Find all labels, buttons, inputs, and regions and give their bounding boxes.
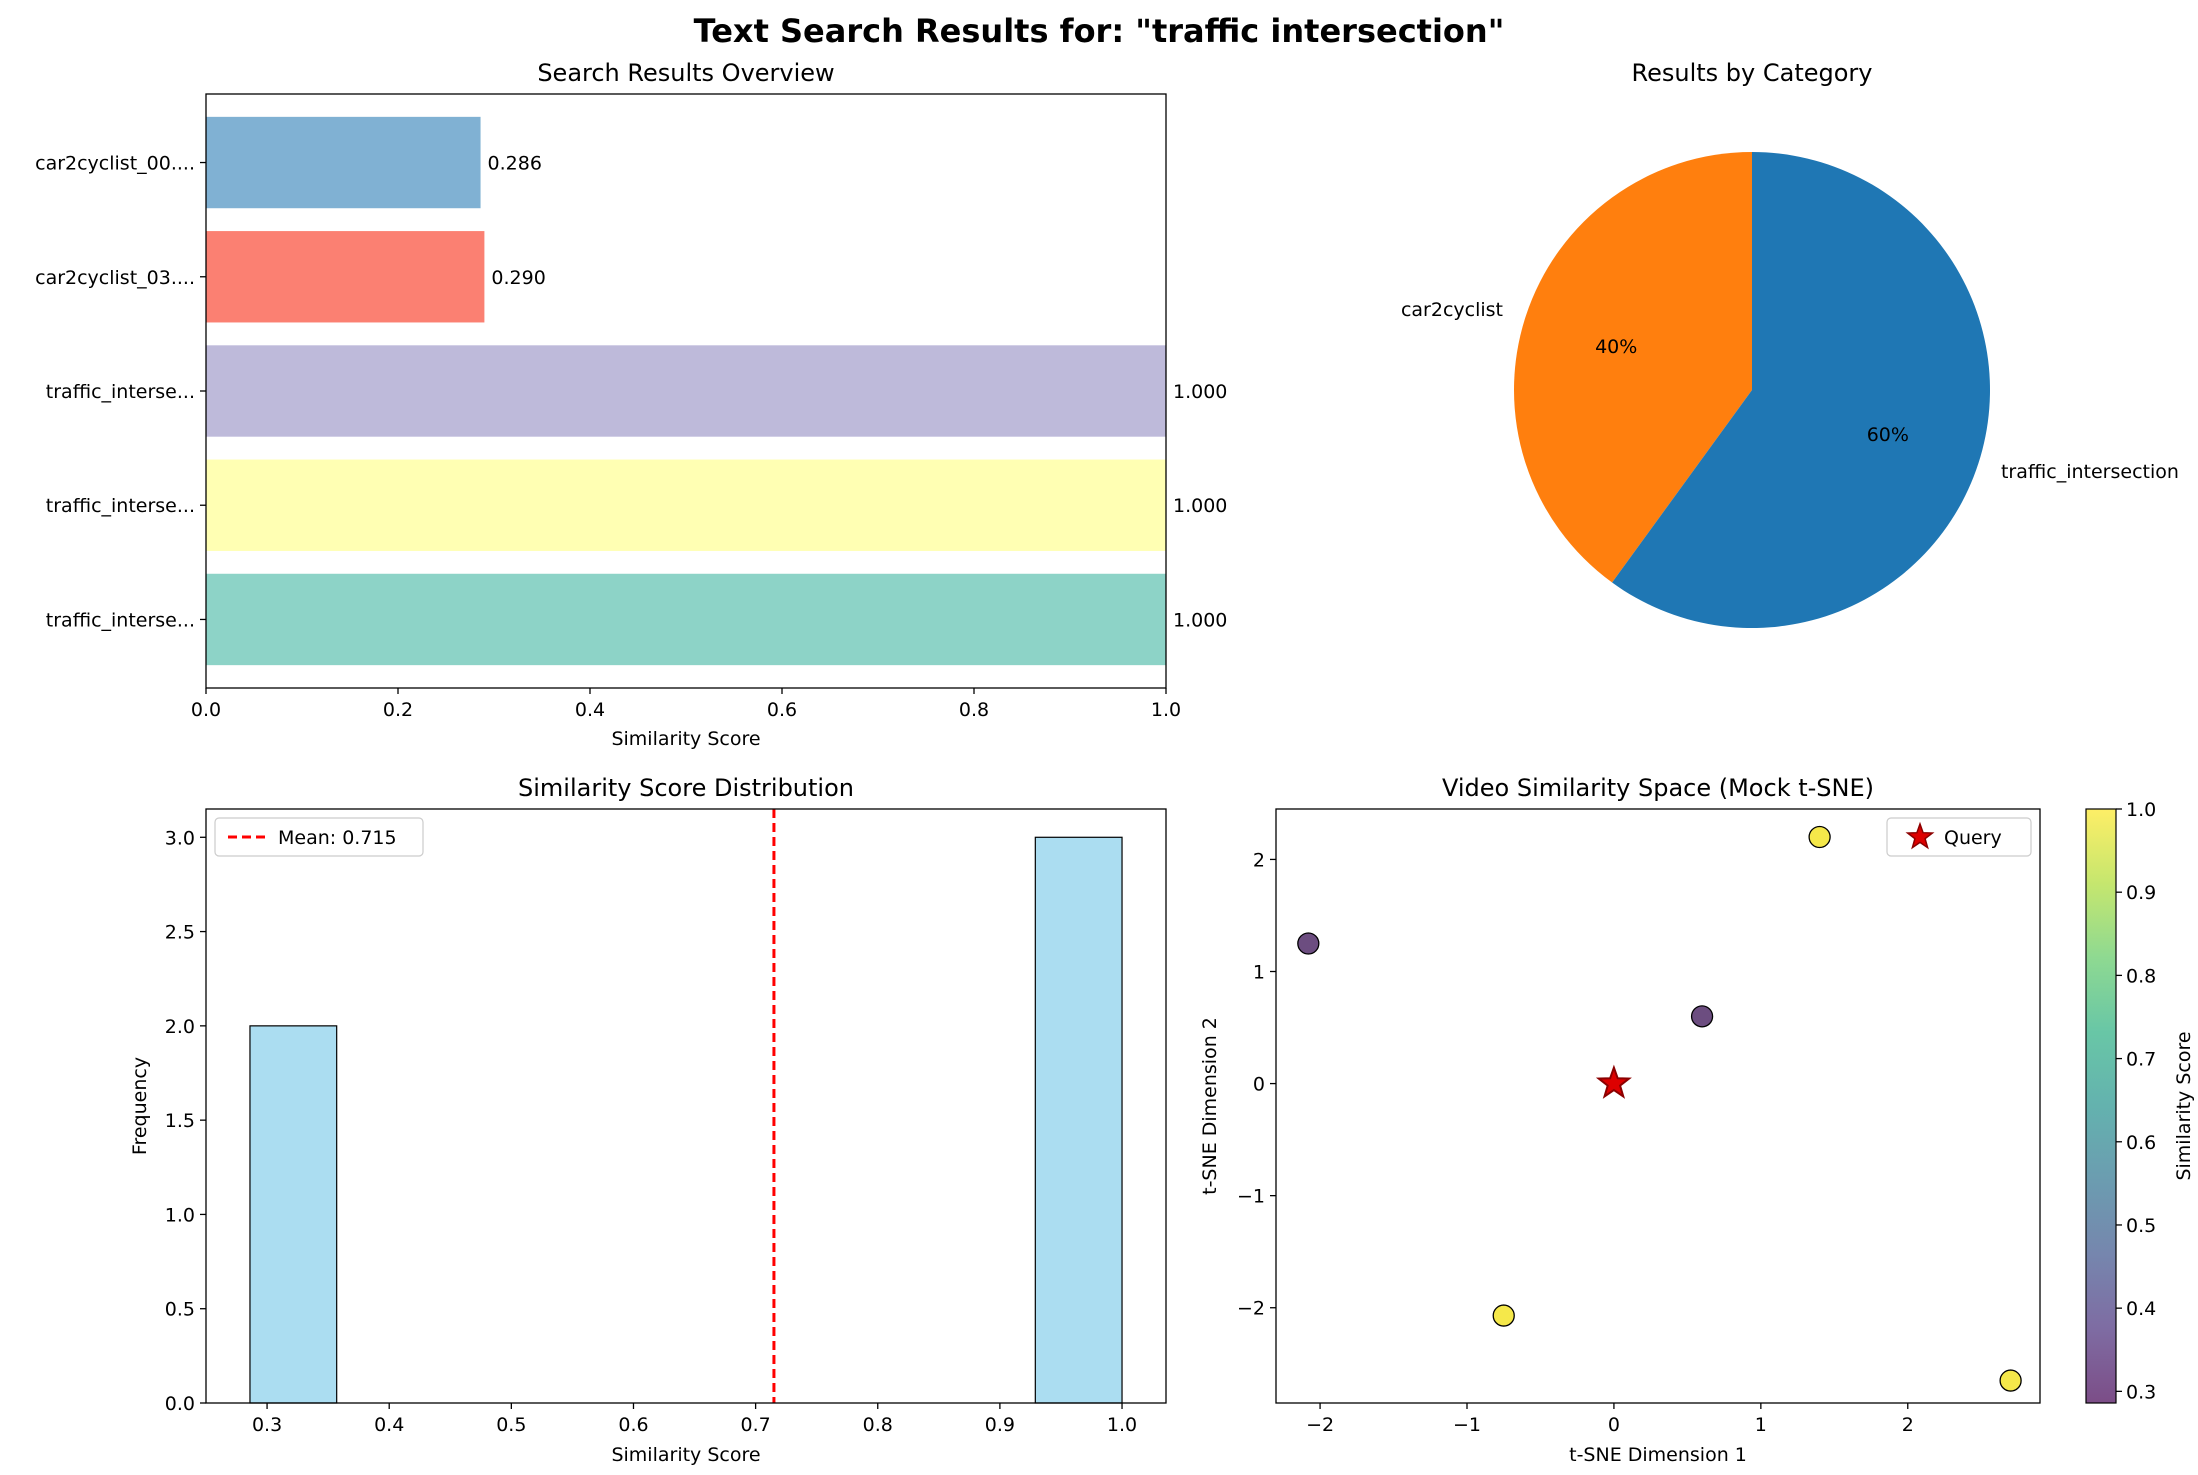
colorbar-tick-label: 0.8: [2126, 965, 2156, 987]
pie-category-label: traffic_intersection: [2001, 461, 2179, 483]
colorbar-tick-label: 0.3: [2126, 1381, 2156, 1403]
figure-title: Text Search Results for: "traffic inters…: [694, 12, 1505, 50]
y-tick-label: 0.5: [165, 1299, 195, 1321]
scatter-legend-label: Query: [1944, 827, 2002, 849]
y-tick-label: −2: [1237, 1298, 1265, 1320]
pie-percent-label: 60%: [1867, 424, 1909, 446]
pie-chart-panel: Results by Category 40% car2cyclist 60% tra…: [1401, 59, 2179, 628]
colorbar-tick-label: 0.9: [2126, 882, 2156, 904]
pie-percent-label: 40%: [1595, 336, 1637, 358]
scatter-title: Video Similarity Space (Mock t-SNE): [1442, 774, 1874, 802]
colorbar: [2086, 809, 2116, 1403]
bar-chart-title: Search Results Overview: [537, 59, 834, 87]
bar-value-label: 0.286: [488, 153, 542, 175]
colorbar-frame: [2085, 808, 2117, 1404]
bar-category-label: car2cyclist_03....: [35, 267, 195, 289]
pie-slice: [1612, 152, 1991, 628]
x-tick-label: 1.0: [1151, 699, 1181, 721]
colorbar-tick-label: 0.7: [2126, 1049, 2156, 1071]
result-bar: [206, 116, 481, 209]
x-tick-label: 2: [1902, 1414, 1914, 1436]
x-tick-label: −2: [1306, 1414, 1334, 1436]
pie-category-label: car2cyclist: [1401, 299, 1503, 321]
x-tick-label: 0.0: [191, 699, 221, 721]
bar-chart-panel: Search Results Overview 0.286 car2cyclist…: [35, 59, 1227, 750]
x-tick-label: 0.8: [959, 699, 989, 721]
x-tick-label: 0.6: [767, 699, 797, 721]
bar-chart-xlabel: Similarity Score: [611, 728, 760, 750]
scatter-xlabel: t-SNE Dimension 1: [1569, 1444, 1747, 1466]
scatter-ylabel: t-SNE Dimension 2: [1199, 1017, 1221, 1195]
bar-category-label: traffic_interse...: [46, 381, 195, 403]
x-tick-label: 0.5: [496, 1414, 526, 1436]
bar-value-label: 1.000: [1173, 381, 1227, 403]
x-tick-label: 1: [1755, 1414, 1767, 1436]
bar-value-label: 1.000: [1173, 495, 1227, 517]
y-tick-label: 1.0: [165, 1204, 195, 1226]
x-tick-label: 0.8: [863, 1414, 893, 1436]
colorbar-tick-label: 0.5: [2126, 1215, 2156, 1237]
y-tick-label: 2: [1253, 849, 1265, 871]
histogram-bar: [249, 1025, 338, 1404]
histogram-legend-label: Mean: 0.715: [278, 827, 397, 849]
y-tick-label: 3.0: [165, 827, 195, 849]
colorbar-tick-label: 1.0: [2126, 799, 2156, 821]
histogram-title: Similarity Score Distribution: [518, 774, 854, 802]
histogram-panel: Similarity Score Distribution 0.3 0.4 0.5 0…: [129, 774, 1167, 1466]
bar-category-label: car2cyclist_00....: [35, 153, 195, 175]
result-bar: [206, 573, 1166, 666]
histogram-bar: [1034, 836, 1123, 1404]
query-legend-star-icon: [1905, 821, 1935, 850]
scatter-legend: Query: [1886, 817, 2032, 857]
x-tick-label: 0.9: [985, 1414, 1015, 1436]
bar-value-label: 1.000: [1173, 609, 1227, 631]
x-tick-label: 0.3: [252, 1414, 282, 1436]
bar-chart-frame: [205, 93, 1167, 689]
scatter-frame: [1275, 808, 2041, 1404]
video-point: [1999, 1369, 2022, 1392]
y-tick-label: 2.0: [165, 1016, 195, 1038]
scatter-panel: Video Similarity Space (Mock t-SNE) −2 −1…: [1199, 774, 2195, 1466]
y-tick-label: 0.0: [165, 1393, 195, 1415]
colorbar-label: Similarity Score: [2173, 1031, 2195, 1180]
x-tick-label: 1.0: [1107, 1414, 1137, 1436]
result-bar: [206, 459, 1166, 551]
bar-value-label: 0.290: [491, 267, 545, 289]
x-tick-label: −1: [1453, 1414, 1481, 1436]
video-point: [1808, 825, 1831, 849]
x-tick-label: 0.4: [374, 1414, 404, 1436]
query-star-icon: [1595, 1064, 1632, 1099]
video-point: [1690, 1005, 1714, 1028]
y-tick-label: −1: [1237, 1186, 1265, 1208]
histogram-xlabel: Similarity Score: [611, 1444, 760, 1466]
y-tick-label: 1.5: [165, 1110, 195, 1132]
histogram-legend: Mean: 0.715: [214, 817, 424, 857]
x-tick-label: 0.2: [383, 699, 413, 721]
y-tick-label: 1: [1253, 962, 1265, 984]
pie-slice: [1514, 152, 1752, 583]
video-point: [1297, 932, 1320, 955]
result-bar: [206, 231, 485, 323]
x-tick-label: 0.4: [575, 699, 605, 721]
pie-chart-title: Results by Category: [1632, 59, 1873, 87]
x-tick-label: 0: [1608, 1414, 1620, 1436]
histogram-ylabel: Frequency: [129, 1057, 151, 1155]
colorbar-tick-label: 0.6: [2126, 1132, 2156, 1154]
colorbar-tick-label: 0.4: [2126, 1298, 2156, 1320]
bar-category-label: traffic_interse...: [46, 609, 195, 631]
result-bar: [206, 345, 1166, 437]
histogram-frame: [205, 808, 1167, 1404]
bar-category-label: traffic_interse...: [46, 495, 195, 517]
video-point: [1492, 1304, 1515, 1327]
x-tick-label: 0.7: [741, 1414, 771, 1436]
y-tick-label: 2.5: [165, 922, 195, 944]
y-tick-label: 0: [1253, 1074, 1265, 1096]
x-tick-label: 0.6: [618, 1414, 648, 1436]
